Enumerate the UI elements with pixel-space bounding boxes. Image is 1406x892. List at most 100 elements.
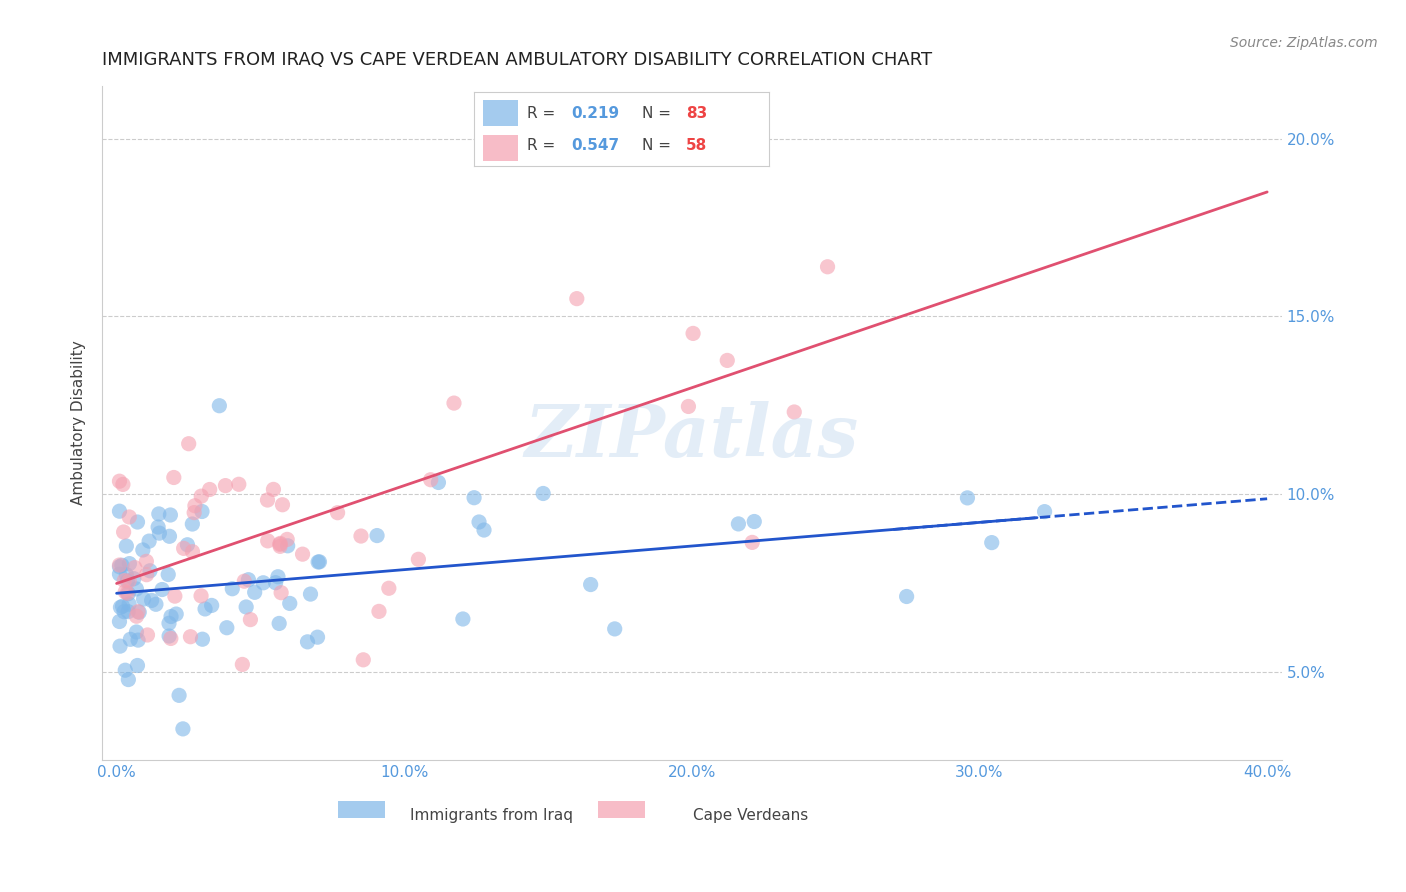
- Point: [132, 592, 155, 607]
- Point: [270, 585, 292, 599]
- Point: [208, 399, 231, 413]
- Point: [117, 574, 139, 588]
- Point: [146, 520, 169, 534]
- Point: [710, 150, 733, 164]
- Point: [980, 535, 1002, 549]
- Point: [157, 629, 180, 643]
- Point: [276, 533, 298, 547]
- Point: [603, 622, 626, 636]
- Point: [111, 558, 134, 573]
- Point: [108, 615, 131, 629]
- Point: [141, 593, 163, 607]
- Point: [108, 567, 131, 582]
- Point: [443, 396, 465, 410]
- Point: [177, 436, 200, 450]
- Point: [463, 491, 485, 505]
- FancyBboxPatch shape: [598, 801, 645, 818]
- Y-axis label: Ambulatory Disability: Ambulatory Disability: [72, 341, 86, 506]
- Point: [214, 478, 236, 492]
- Point: [1033, 505, 1056, 519]
- Point: [256, 533, 278, 548]
- Point: [148, 507, 170, 521]
- Point: [159, 529, 181, 543]
- Point: [299, 587, 322, 601]
- Point: [167, 689, 190, 703]
- Point: [228, 477, 250, 491]
- Point: [742, 515, 765, 529]
- Point: [111, 477, 134, 491]
- Point: [136, 628, 159, 642]
- Point: [252, 575, 274, 590]
- Point: [125, 582, 148, 596]
- Point: [269, 616, 291, 631]
- Point: [124, 560, 146, 574]
- Point: [233, 574, 256, 589]
- Point: [108, 559, 131, 574]
- Point: [368, 604, 391, 618]
- Point: [716, 353, 738, 368]
- Point: [108, 474, 131, 488]
- Point: [150, 582, 173, 597]
- Point: [198, 483, 221, 497]
- Text: Cape Verdeans: Cape Verdeans: [693, 807, 808, 822]
- Point: [172, 722, 194, 736]
- Point: [190, 589, 212, 603]
- Point: [157, 567, 180, 582]
- Point: [108, 504, 131, 518]
- Point: [264, 575, 287, 590]
- Point: [112, 574, 135, 588]
- Point: [181, 544, 204, 558]
- Point: [297, 635, 319, 649]
- Point: [262, 483, 284, 497]
- Point: [163, 470, 186, 484]
- Point: [678, 400, 700, 414]
- Point: [159, 508, 181, 522]
- Point: [215, 621, 238, 635]
- Point: [190, 489, 212, 503]
- Point: [231, 657, 253, 672]
- Point: [111, 599, 134, 614]
- Point: [181, 516, 204, 531]
- Point: [117, 587, 139, 601]
- Point: [956, 491, 979, 505]
- Point: [419, 473, 441, 487]
- Point: [277, 539, 299, 553]
- Point: [128, 605, 150, 619]
- Point: [122, 572, 145, 586]
- Point: [307, 630, 329, 644]
- Point: [118, 597, 141, 611]
- Point: [125, 625, 148, 640]
- Point: [194, 602, 217, 616]
- FancyBboxPatch shape: [337, 801, 385, 818]
- Point: [127, 605, 149, 619]
- Point: [179, 630, 201, 644]
- Point: [163, 589, 186, 603]
- Point: [132, 543, 155, 558]
- Point: [160, 632, 183, 646]
- Point: [135, 567, 157, 582]
- Point: [127, 633, 149, 648]
- Point: [120, 632, 142, 647]
- Point: [125, 609, 148, 624]
- Point: [352, 653, 374, 667]
- Point: [114, 585, 136, 599]
- Point: [173, 541, 195, 556]
- Point: [741, 535, 763, 549]
- Point: [117, 605, 139, 619]
- Point: [108, 639, 131, 653]
- Point: [243, 585, 266, 599]
- Point: [157, 616, 180, 631]
- Point: [256, 493, 278, 508]
- Point: [269, 540, 291, 554]
- Point: [579, 577, 602, 591]
- Point: [127, 515, 149, 529]
- Point: [278, 596, 301, 610]
- Point: [148, 526, 170, 541]
- Point: [682, 326, 704, 341]
- Point: [112, 605, 135, 619]
- Point: [221, 582, 243, 596]
- Point: [127, 658, 149, 673]
- Point: [117, 673, 139, 687]
- Point: [350, 529, 373, 543]
- Point: [308, 555, 330, 569]
